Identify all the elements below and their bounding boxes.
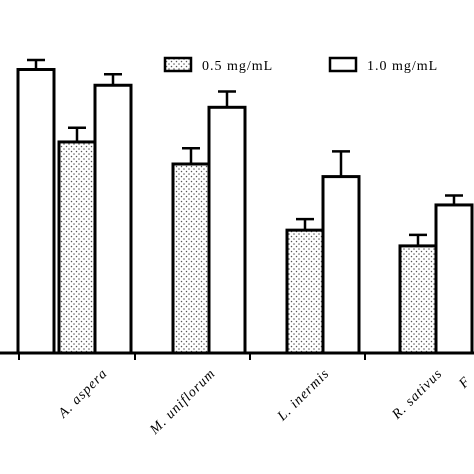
legend-label: 1.0 mg/mL — [367, 59, 438, 74]
x-tick-label: R. sativus — [389, 366, 446, 423]
bar-low-1 — [57, 140, 97, 355]
x-tick-label: L. inermis — [274, 366, 333, 425]
x-tick-label: F — [456, 374, 474, 392]
bar-low-4 — [398, 244, 438, 355]
bar-high-2 — [207, 105, 247, 355]
x-tick-labels: A. aspera M. uniflorum L. inermis R. sativu… — [55, 366, 474, 438]
bar-high-4 — [434, 203, 474, 355]
bar-low-2 — [171, 162, 211, 355]
legend-swatch — [328, 56, 358, 73]
legend-label: 0.5 mg/mL — [202, 59, 273, 74]
x-tick-label: M. uniflorum — [147, 366, 219, 438]
bar-high-0 — [16, 68, 56, 355]
bars — [16, 68, 474, 355]
bar-low-3 — [285, 228, 325, 355]
bar-high-3 — [321, 175, 361, 355]
error-bars — [27, 58, 463, 246]
x-tick-label: A. aspera — [55, 366, 111, 422]
bar-high-1 — [93, 83, 133, 355]
legend: 0.5 mg/mL 1.0 mg/mL — [163, 56, 438, 74]
legend-swatch — [163, 56, 193, 73]
